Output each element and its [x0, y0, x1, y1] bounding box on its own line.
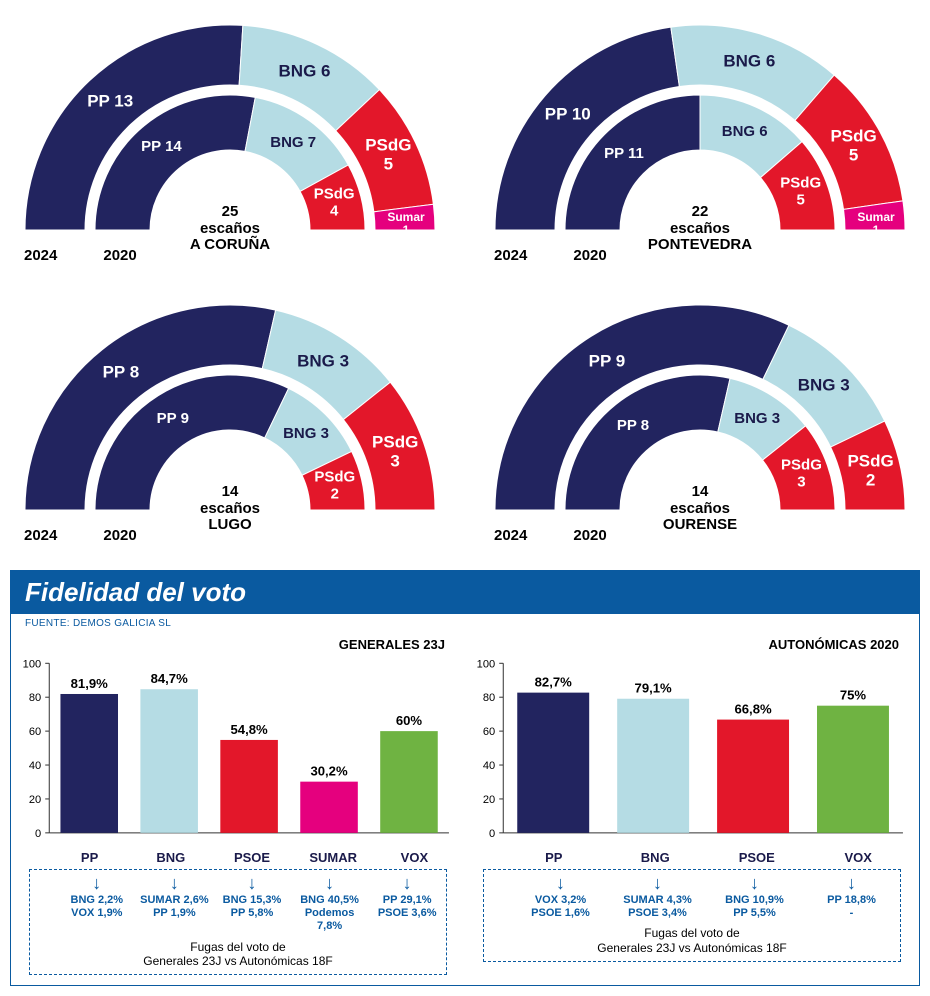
bar-cat-row: PPBNGPSOEVOX — [475, 850, 909, 865]
svg-text:30,2%: 30,2% — [310, 764, 348, 779]
fugas-cell: ↓ BNG 2,2% VOX 1,9% — [58, 874, 136, 934]
year-row: 2024 2020 — [10, 527, 450, 544]
fugas-caption: Fugas del voto deGenerales 23J vs Autonó… — [484, 926, 900, 955]
svg-text:81,9%: 81,9% — [71, 676, 109, 691]
down-arrow-icon: ↓ — [136, 874, 214, 892]
svg-text:80: 80 — [29, 692, 41, 704]
svg-text:20: 20 — [483, 794, 495, 806]
year-inner: 2020 — [573, 527, 606, 544]
bar-cat: PSOE — [211, 850, 292, 865]
year-outer: 2024 — [24, 527, 57, 544]
fidelidad-block: Fidelidad del voto FUENTE: DEMOS GALICIA… — [10, 570, 920, 986]
svg-text:0: 0 — [35, 828, 41, 840]
fugas-cell: ↓ BNG 15,3% PP 5,8% — [213, 874, 291, 934]
arches-grid: PP 13BNG 6PSdG5Sumar 1PP 14BNG 7PSdG425e… — [0, 0, 930, 560]
bar-cat: BNG — [605, 850, 707, 865]
down-arrow-icon: ↓ — [58, 874, 136, 892]
year-outer: 2024 — [494, 247, 527, 264]
svg-text:100: 100 — [477, 658, 496, 670]
fuente-label: FUENTE: DEMOS GALICIA SL — [11, 614, 919, 629]
year-row: 2024 2020 — [480, 527, 920, 544]
svg-text:20: 20 — [29, 794, 41, 806]
down-arrow-icon: ↓ — [368, 874, 446, 892]
year-inner: 2020 — [103, 247, 136, 264]
panel-title: AUTONÓMICAS 2020 — [768, 637, 899, 652]
bar-cat: VOX — [374, 850, 455, 865]
svg-text:66,8%: 66,8% — [734, 702, 772, 717]
bar-cat-row: PPBNGPSOESUMARVOX — [21, 850, 455, 865]
bar-cat: VOX — [808, 850, 910, 865]
svg-text:40: 40 — [29, 760, 41, 772]
svg-text:75%: 75% — [840, 688, 867, 703]
fugas-cell: ↓ SUMAR 2,6% PP 1,9% — [136, 874, 214, 934]
down-arrow-icon: ↓ — [803, 874, 900, 892]
down-arrow-icon: ↓ — [512, 874, 609, 892]
svg-text:54,8%: 54,8% — [231, 722, 269, 737]
bar-cat: PSOE — [706, 850, 808, 865]
fugas-text: SUMAR 2,6% PP 1,9% — [136, 894, 214, 920]
fugas-caption: Fugas del voto deGenerales 23J vs Autonó… — [30, 940, 446, 969]
fugas-cell: ↓ SUMAR 4,3% PSOE 3,4% — [609, 874, 706, 920]
svg-text:0: 0 — [489, 828, 495, 840]
year-inner: 2020 — [573, 247, 606, 264]
fugas-box: ↓BNG 2,2% VOX 1,9%↓SUMAR 2,6% PP 1,9%↓BN… — [29, 869, 447, 975]
arch-cell-pontevedra: PP 10BNG 6PSdG5Sumar 1PP 11BNG 6PSdG522e… — [480, 10, 920, 270]
svg-text:60: 60 — [483, 726, 495, 738]
bar-cat: BNG — [130, 850, 211, 865]
fugas-cell: ↓ VOX 3,2% PSOE 1,6% — [512, 874, 609, 920]
year-row: 2024 2020 — [480, 247, 920, 264]
fugas-cell: ↓ BNG 40,5% Podemos 7,8% — [291, 874, 369, 934]
bars-row: GENERALES 23J 0 20 40 60 80 100 81,9% 84,7% 54,8%… — [11, 629, 919, 985]
fugas-text: BNG 40,5% Podemos 7,8% — [291, 894, 369, 934]
fugas-cell: ↓ PP 18,8% - — [803, 874, 900, 920]
bars-panel-0: GENERALES 23J 0 20 40 60 80 100 81,9% 84,7% 54,8%… — [21, 635, 455, 983]
year-row: 2024 2020 — [10, 247, 450, 264]
fugas-cell: ↓ BNG 10,9% PP 5,5% — [706, 874, 803, 920]
fugas-text: PP 18,8% - — [803, 894, 900, 920]
svg-text:79,1%: 79,1% — [635, 681, 673, 696]
svg-text:60: 60 — [29, 726, 41, 738]
fugas-text: BNG 15,3% PP 5,8% — [213, 894, 291, 920]
fidelidad-title: Fidelidad del voto — [11, 571, 919, 614]
bar-cat: SUMAR — [293, 850, 374, 865]
down-arrow-icon: ↓ — [706, 874, 803, 892]
down-arrow-icon: ↓ — [609, 874, 706, 892]
fugas-text: BNG 10,9% PP 5,5% — [706, 894, 803, 920]
panel-title: GENERALES 23J — [339, 637, 445, 652]
fugas-text: BNG 2,2% VOX 1,9% — [58, 894, 136, 920]
svg-text:82,7%: 82,7% — [535, 675, 573, 690]
fugas-box: ↓VOX 3,2% PSOE 1,6%↓SUMAR 4,3% PSOE 3,4%… — [483, 869, 901, 962]
svg-text:80: 80 — [483, 692, 495, 704]
year-outer: 2024 — [494, 527, 527, 544]
arch-cell-a-coruña: PP 13BNG 6PSdG5Sumar 1PP 14BNG 7PSdG425e… — [10, 10, 450, 270]
svg-text:60%: 60% — [396, 713, 423, 728]
arch-cell-lugo: PP 8BNG 3PSdG3PP 9BNG 3PSdG214escañosLUG… — [10, 290, 450, 550]
bar-cat: PP — [503, 850, 605, 865]
svg-text:40: 40 — [483, 760, 495, 772]
down-arrow-icon: ↓ — [213, 874, 291, 892]
fugas-text: PP 29,1% PSOE 3,6% — [368, 894, 446, 920]
arch-cell-ourense: PP 9BNG 3PSdG2PP 8BNG 3PSdG314escañosOUR… — [480, 290, 920, 550]
year-outer: 2024 — [24, 247, 57, 264]
fugas-cell: ↓ PP 29,1% PSOE 3,6% — [368, 874, 446, 934]
bars-panel-1: AUTONÓMICAS 2020 0 20 40 60 80 100 82,7% 79,1% 66… — [475, 635, 909, 983]
bar-cat: PP — [49, 850, 130, 865]
svg-text:100: 100 — [23, 658, 42, 670]
down-arrow-icon: ↓ — [291, 874, 369, 892]
fugas-text: VOX 3,2% PSOE 1,6% — [512, 894, 609, 920]
year-inner: 2020 — [103, 527, 136, 544]
fugas-text: SUMAR 4,3% PSOE 3,4% — [609, 894, 706, 920]
svg-text:84,7%: 84,7% — [151, 671, 189, 686]
